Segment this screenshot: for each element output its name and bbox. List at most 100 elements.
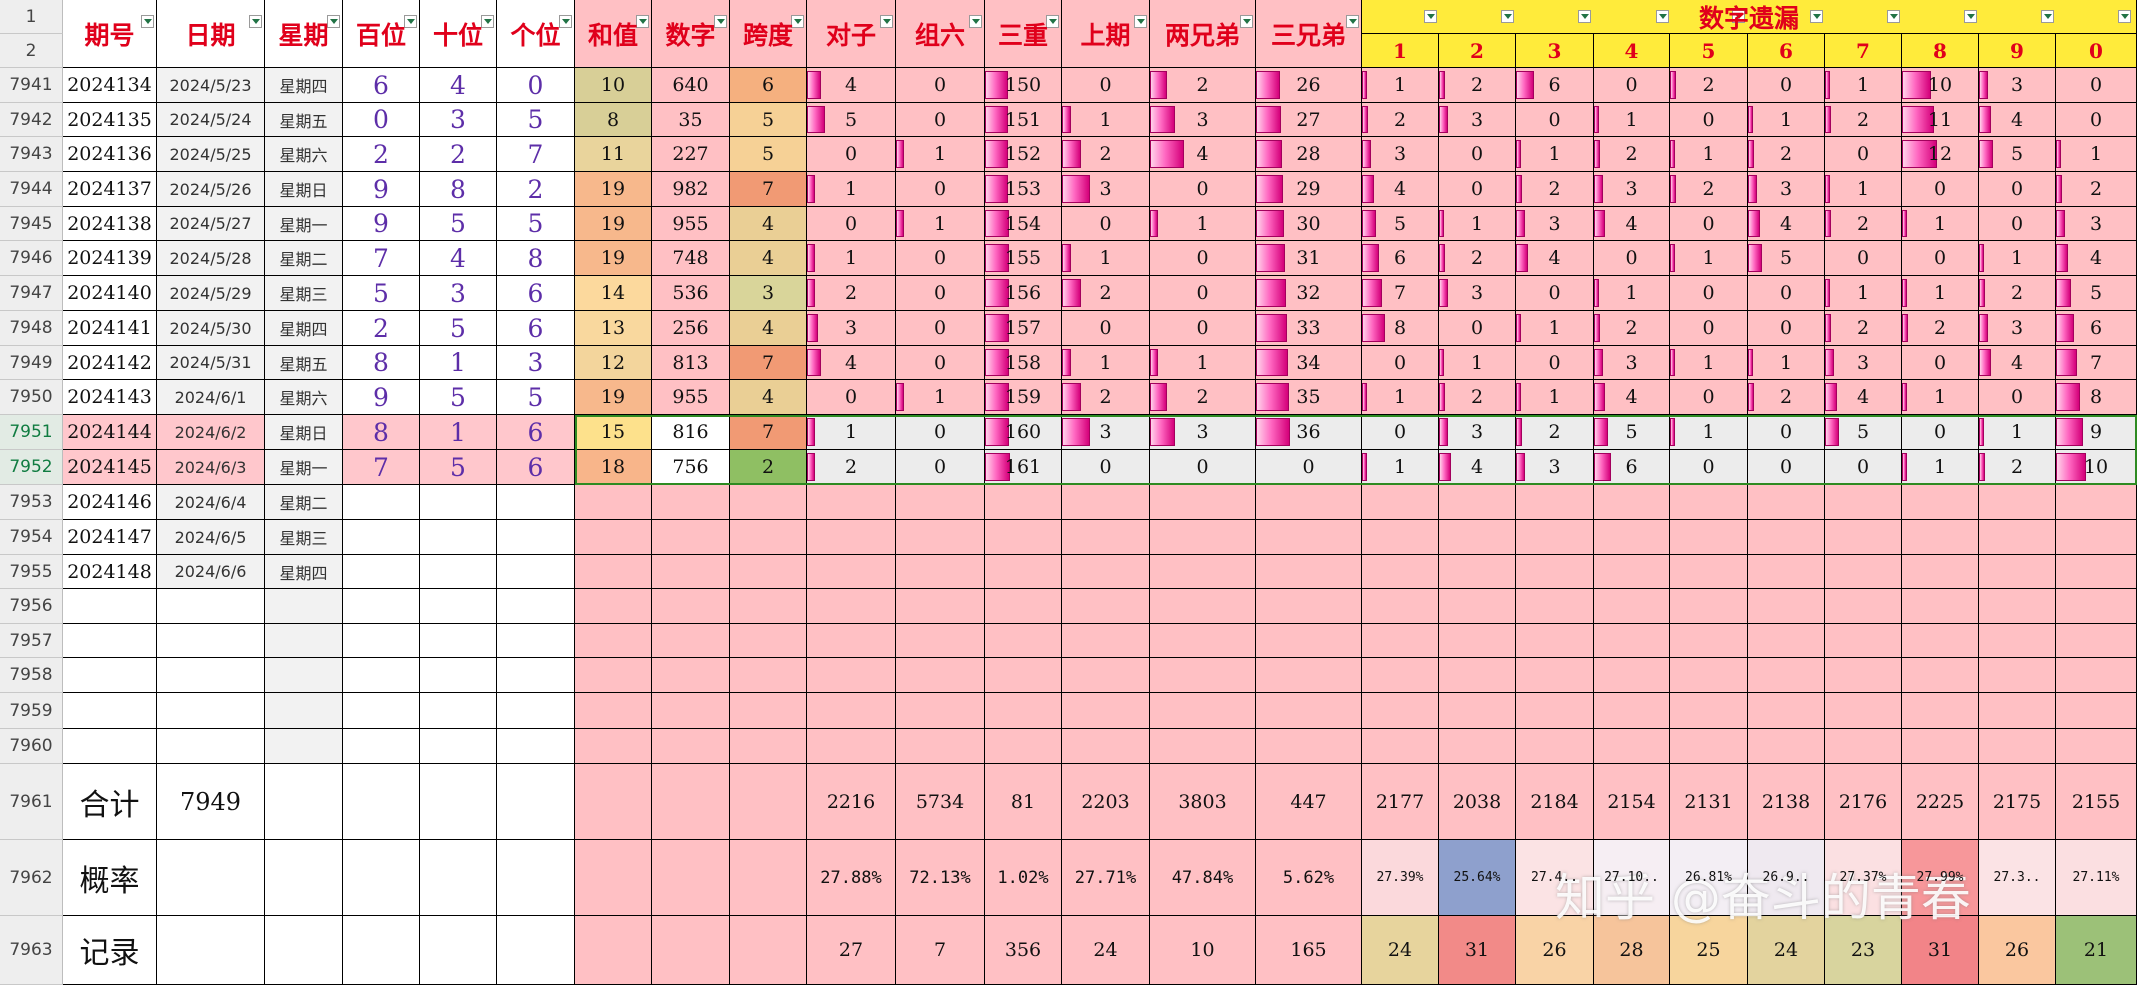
empty-cell[interactable] bbox=[1825, 624, 1902, 658]
cell-three[interactable]: 30 bbox=[1256, 207, 1362, 241]
cell-digit-omission[interactable]: 1 bbox=[1439, 346, 1516, 380]
cell-two[interactable]: 0 bbox=[1150, 450, 1256, 485]
cell-h[interactable]: 7 bbox=[343, 450, 420, 485]
cell-digit-omission[interactable]: 0 bbox=[1594, 241, 1670, 276]
cell-weekday[interactable]: 星期三 bbox=[265, 520, 343, 555]
summary-total-cell[interactable] bbox=[575, 764, 652, 840]
cell-three[interactable]: 27 bbox=[1256, 103, 1362, 137]
cell-digit-omission[interactable]: 0 bbox=[1516, 103, 1594, 137]
cell-sum[interactable]: 8 bbox=[575, 103, 652, 137]
summary-record-cell[interactable]: 25 bbox=[1670, 916, 1748, 985]
summary-probability-cell[interactable]: 27.3.. bbox=[1979, 840, 2056, 916]
cell-digit-omission[interactable]: 0 bbox=[1748, 68, 1825, 103]
cell-num[interactable]: 816 bbox=[652, 415, 730, 450]
cell-last[interactable]: 0 bbox=[1062, 68, 1150, 103]
filter-dropdown-button[interactable] bbox=[404, 15, 417, 28]
cell-period[interactable]: 2024139 bbox=[63, 241, 157, 276]
empty-cell[interactable] bbox=[730, 589, 807, 624]
cell-two[interactable]: 0 bbox=[1150, 276, 1256, 311]
cell-digit-omission[interactable]: 0 bbox=[1748, 311, 1825, 346]
summary-total-cell[interactable] bbox=[265, 764, 343, 840]
header-digit[interactable]: 0 bbox=[2056, 34, 2137, 68]
cell-digit-omission[interactable]: 10 bbox=[2056, 450, 2137, 485]
empty-cell[interactable] bbox=[807, 624, 896, 658]
empty-cell[interactable] bbox=[1902, 589, 1979, 624]
cell-digit-omission[interactable] bbox=[1748, 520, 1825, 555]
empty-cell[interactable] bbox=[575, 729, 652, 764]
empty-cell[interactable] bbox=[1670, 624, 1748, 658]
summary-record-cell[interactable]: 26 bbox=[1979, 916, 2056, 985]
cell-date[interactable]: 2024/5/25 bbox=[157, 137, 265, 172]
cell-date[interactable]: 2024/6/5 bbox=[157, 520, 265, 555]
cell-o[interactable]: 5 bbox=[497, 103, 575, 137]
cell-o[interactable]: 0 bbox=[497, 68, 575, 103]
row-header[interactable]: 7949 bbox=[0, 346, 63, 380]
cell-digit-omission[interactable]: 1 bbox=[1670, 346, 1748, 380]
summary-probability-cell[interactable] bbox=[420, 840, 497, 916]
cell-date[interactable]: 2024/6/4 bbox=[157, 485, 265, 520]
empty-cell[interactable] bbox=[420, 729, 497, 764]
cell-g6[interactable] bbox=[896, 555, 985, 589]
cell-weekday[interactable]: 星期五 bbox=[265, 103, 343, 137]
cell-pair[interactable]: 5 bbox=[807, 103, 896, 137]
header-three_brothers[interactable]: 三兄弟 bbox=[1256, 0, 1362, 68]
cell-digit-omission[interactable]: 2 bbox=[1825, 103, 1902, 137]
cell-weekday[interactable]: 星期一 bbox=[265, 207, 343, 241]
summary-probability-cell[interactable]: 26.9.. bbox=[1748, 840, 1825, 916]
cell-digit-omission[interactable]: 8 bbox=[1362, 311, 1439, 346]
cell-digit-omission[interactable] bbox=[1902, 520, 1979, 555]
cell-date[interactable]: 2024/5/26 bbox=[157, 172, 265, 207]
cell-h[interactable]: 2 bbox=[343, 137, 420, 172]
empty-cell[interactable] bbox=[1748, 729, 1825, 764]
cell-t[interactable] bbox=[420, 520, 497, 555]
summary-record-cell[interactable] bbox=[265, 916, 343, 985]
empty-cell[interactable] bbox=[575, 693, 652, 729]
empty-cell[interactable] bbox=[1062, 624, 1150, 658]
empty-cell[interactable] bbox=[1516, 693, 1594, 729]
cell-digit-omission[interactable] bbox=[2056, 555, 2137, 589]
cell-digit-omission[interactable]: 0 bbox=[1670, 450, 1748, 485]
cell-date[interactable]: 2024/5/23 bbox=[157, 68, 265, 103]
cell-pair[interactable]: 1 bbox=[807, 241, 896, 276]
cell-digit-omission[interactable]: 2 bbox=[1670, 172, 1748, 207]
row-header[interactable]: 7952 bbox=[0, 450, 63, 485]
cell-date[interactable]: 2024/5/28 bbox=[157, 241, 265, 276]
empty-cell[interactable] bbox=[652, 658, 730, 693]
summary-probability-cell[interactable] bbox=[730, 840, 807, 916]
cell-h[interactable]: 6 bbox=[343, 68, 420, 103]
cell-sum[interactable] bbox=[575, 485, 652, 520]
cell-period[interactable]: 2024146 bbox=[63, 485, 157, 520]
cell-g6[interactable]: 1 bbox=[896, 207, 985, 241]
cell-o[interactable]: 8 bbox=[497, 241, 575, 276]
cell-two[interactable]: 3 bbox=[1150, 103, 1256, 137]
empty-cell[interactable] bbox=[896, 658, 985, 693]
cell-o[interactable] bbox=[497, 520, 575, 555]
cell-digit-omission[interactable]: 1 bbox=[1748, 346, 1825, 380]
empty-cell[interactable] bbox=[343, 693, 420, 729]
empty-cell[interactable] bbox=[1825, 658, 1902, 693]
empty-cell[interactable] bbox=[497, 658, 575, 693]
cell-num[interactable] bbox=[652, 520, 730, 555]
cell-pair[interactable]: 4 bbox=[807, 346, 896, 380]
cell-digit-omission[interactable]: 0 bbox=[1979, 172, 2056, 207]
empty-cell[interactable] bbox=[1362, 589, 1439, 624]
cell-digit-omission[interactable]: 2 bbox=[1439, 380, 1516, 415]
cell-digit-omission[interactable]: 3 bbox=[1516, 207, 1594, 241]
cell-sum[interactable]: 19 bbox=[575, 380, 652, 415]
summary-total-cell[interactable]: 2184 bbox=[1516, 764, 1594, 840]
header-number[interactable]: 数字 bbox=[652, 0, 730, 68]
cell-digit-omission[interactable]: 5 bbox=[1594, 415, 1670, 450]
summary-record-cell[interactable]: 26 bbox=[1516, 916, 1594, 985]
cell-digit-omission[interactable]: 4 bbox=[1825, 380, 1902, 415]
cell-o[interactable] bbox=[497, 555, 575, 589]
cell-three[interactable] bbox=[1256, 485, 1362, 520]
empty-cell[interactable] bbox=[1516, 729, 1594, 764]
cell-o[interactable]: 7 bbox=[497, 137, 575, 172]
cell-period[interactable]: 2024143 bbox=[63, 380, 157, 415]
cell-three[interactable]: 34 bbox=[1256, 346, 1362, 380]
cell-num[interactable]: 536 bbox=[652, 276, 730, 311]
cell-digit-omission[interactable] bbox=[1439, 520, 1516, 555]
cell-digit-omission[interactable] bbox=[1748, 485, 1825, 520]
cell-num[interactable]: 982 bbox=[652, 172, 730, 207]
empty-cell[interactable] bbox=[985, 624, 1062, 658]
